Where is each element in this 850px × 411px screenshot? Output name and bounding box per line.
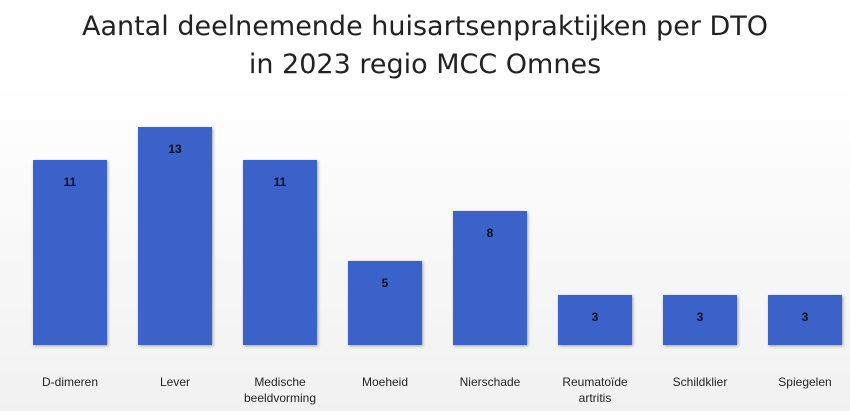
x-tick-label: Moeheid bbox=[361, 375, 409, 389]
x-tick-label: Spiegelen bbox=[778, 375, 832, 389]
data-label: 11 bbox=[63, 175, 77, 190]
chart-title: Aantal deelnemende huisartsenpraktijken … bbox=[81, 11, 769, 80]
data-label: 3 bbox=[801, 309, 809, 324]
bar bbox=[138, 126, 212, 345]
bar bbox=[558, 294, 632, 345]
bar bbox=[348, 261, 422, 345]
bar bbox=[243, 160, 317, 345]
data-label: 5 bbox=[381, 276, 389, 290]
data-label: 8 bbox=[486, 225, 494, 240]
data-label: 11 bbox=[273, 175, 287, 190]
x-tick-label: D-dimeren bbox=[41, 375, 98, 389]
x-tick-label: Medische beeldvorming bbox=[243, 375, 317, 405]
data-label: 3 bbox=[591, 309, 599, 324]
bar bbox=[453, 210, 527, 345]
data-label: 3 bbox=[696, 309, 704, 324]
x-tick-label: Nierschade bbox=[459, 375, 521, 389]
data-label: 13 bbox=[168, 141, 182, 156]
x-tick-label: Lever bbox=[159, 375, 191, 389]
x-tick-label: Reumatoïde artritis bbox=[562, 375, 628, 405]
bar bbox=[663, 294, 737, 345]
x-tick-label: Schildklier bbox=[672, 375, 728, 389]
bar bbox=[33, 160, 107, 345]
bar bbox=[768, 294, 842, 345]
